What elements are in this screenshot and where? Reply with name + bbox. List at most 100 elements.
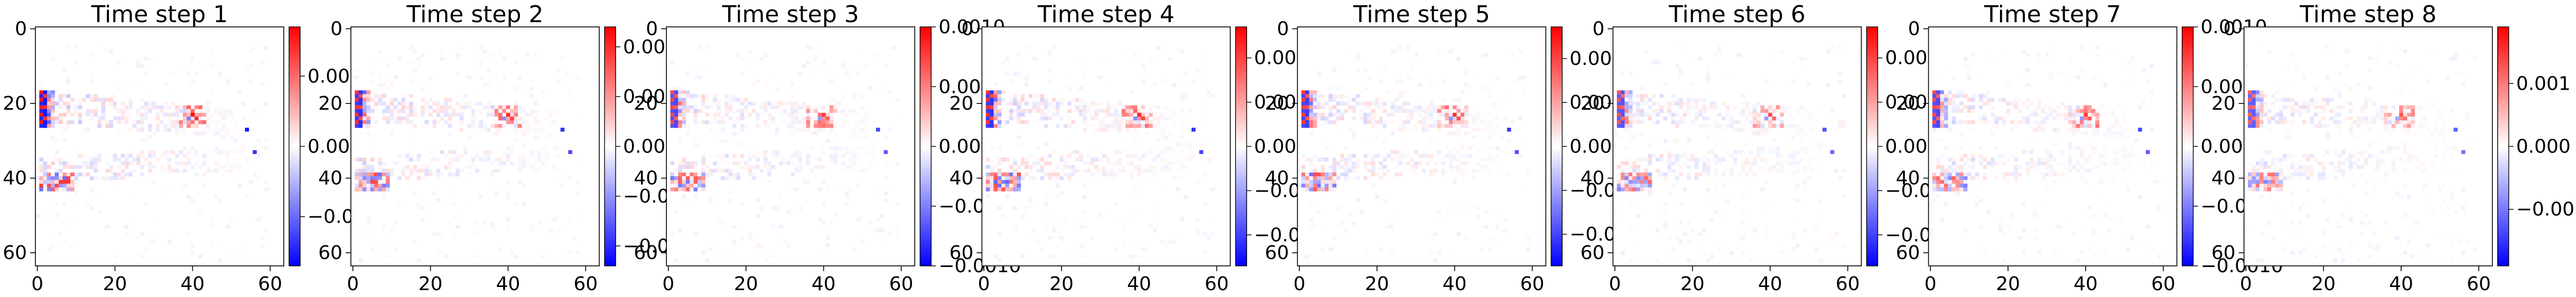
heat-cell — [1745, 150, 1749, 154]
heat-cell — [997, 187, 1002, 191]
heat-cell — [1717, 157, 1722, 162]
heat-cell — [1382, 198, 1387, 203]
heat-cell — [1067, 165, 1072, 169]
heat-cell — [382, 109, 386, 113]
heat-cell — [767, 112, 771, 117]
heat-cell — [175, 105, 180, 110]
heat-cell — [1621, 187, 1625, 191]
heat-cell — [1741, 195, 1745, 199]
heat-cell — [459, 109, 464, 113]
heat-cell — [1036, 168, 1040, 173]
heat-cell — [1301, 90, 1306, 94]
heat-cell — [1078, 98, 1083, 102]
heat-cell — [1075, 168, 1080, 173]
heat-cell — [1671, 101, 1676, 106]
heat-cell — [1059, 191, 1064, 195]
heat-cell — [1055, 116, 1060, 121]
heat-cell — [210, 150, 215, 154]
heat-cell — [440, 124, 444, 128]
heat-cell — [821, 112, 826, 117]
heat-cell — [1379, 165, 1383, 169]
heat-cell — [829, 146, 834, 150]
heat-cell — [1791, 83, 1796, 87]
heat-cell — [1036, 116, 1040, 121]
heat-cell — [1628, 101, 1633, 106]
heat-cell — [389, 83, 394, 87]
heat-cell — [1336, 176, 1341, 180]
heat-cell — [475, 217, 479, 222]
heat-cell — [1129, 154, 1134, 158]
heat-cell — [1324, 105, 1329, 110]
heat-cell — [997, 176, 1002, 180]
heat-cell — [210, 168, 215, 173]
heat-cell — [674, 180, 678, 184]
heat-cell — [475, 232, 479, 236]
heat-cell — [351, 112, 355, 117]
heat-cell — [1017, 116, 1021, 121]
heat-cell — [386, 64, 390, 69]
heat-cell — [690, 161, 694, 166]
heat-cell — [1503, 150, 1508, 154]
heat-cell — [1464, 112, 1468, 117]
heat-cell — [724, 139, 729, 143]
heat-cell — [1149, 120, 1153, 124]
heat-cell — [763, 165, 768, 169]
heat-cell — [409, 120, 413, 124]
heat-cell — [1020, 109, 1025, 113]
heat-cell — [436, 120, 441, 124]
heat-cell — [709, 173, 713, 177]
heat-cell — [1390, 101, 1395, 106]
heat-cell — [1168, 168, 1173, 173]
heat-cell — [560, 56, 565, 61]
heat-cell — [1441, 105, 1445, 110]
heat-cell — [101, 45, 106, 50]
heat-cell — [1137, 165, 1141, 169]
heat-cell — [1632, 243, 1636, 247]
heat-cell — [179, 161, 183, 166]
heat-cell — [1305, 187, 1309, 191]
heat-cell — [1768, 146, 1772, 150]
heat-cell — [1787, 154, 1792, 158]
heat-cell — [355, 165, 359, 169]
heat-cell — [989, 184, 994, 188]
heat-cell — [1729, 168, 1734, 173]
heat-cell — [748, 165, 752, 169]
heat-cell — [1156, 154, 1161, 158]
heat-cell — [674, 105, 678, 110]
heat-cell — [43, 184, 48, 188]
heat-cell — [1371, 154, 1375, 158]
heat-cell — [1714, 142, 1718, 147]
heat-cell — [763, 124, 768, 128]
heat-cell — [783, 120, 787, 124]
heat-cell — [479, 64, 483, 69]
heat-cell — [1783, 165, 1788, 169]
heat-cell — [1363, 154, 1368, 158]
heat-cell — [1055, 243, 1060, 247]
heat-cell — [1406, 168, 1410, 173]
heat-cell — [1324, 146, 1329, 150]
heat-cell — [682, 157, 686, 162]
heat-cell — [841, 146, 845, 150]
heat-cell — [541, 146, 545, 150]
heat-cell — [1448, 168, 1453, 173]
heat-cell — [1121, 90, 1126, 94]
heat-cell — [1025, 202, 1029, 207]
heat-cell — [1340, 112, 1344, 117]
heat-cell — [701, 105, 705, 110]
heat-cell — [989, 176, 994, 180]
heat-cell — [1621, 176, 1625, 180]
heat-cell — [884, 135, 888, 139]
heat-cell — [39, 109, 43, 113]
heat-cell — [1656, 157, 1660, 162]
heat-cell — [490, 112, 495, 117]
heat-cell — [1172, 124, 1176, 128]
heat-cell — [463, 150, 468, 154]
heat-cell — [117, 173, 121, 177]
heat-cell — [1780, 131, 1784, 136]
heat-cell — [1328, 94, 1333, 98]
heat-cell — [436, 161, 441, 166]
heat-cell — [1675, 101, 1679, 106]
heat-cell — [1184, 71, 1188, 76]
heat-cell — [1838, 45, 1843, 50]
heat-cell — [717, 168, 721, 173]
